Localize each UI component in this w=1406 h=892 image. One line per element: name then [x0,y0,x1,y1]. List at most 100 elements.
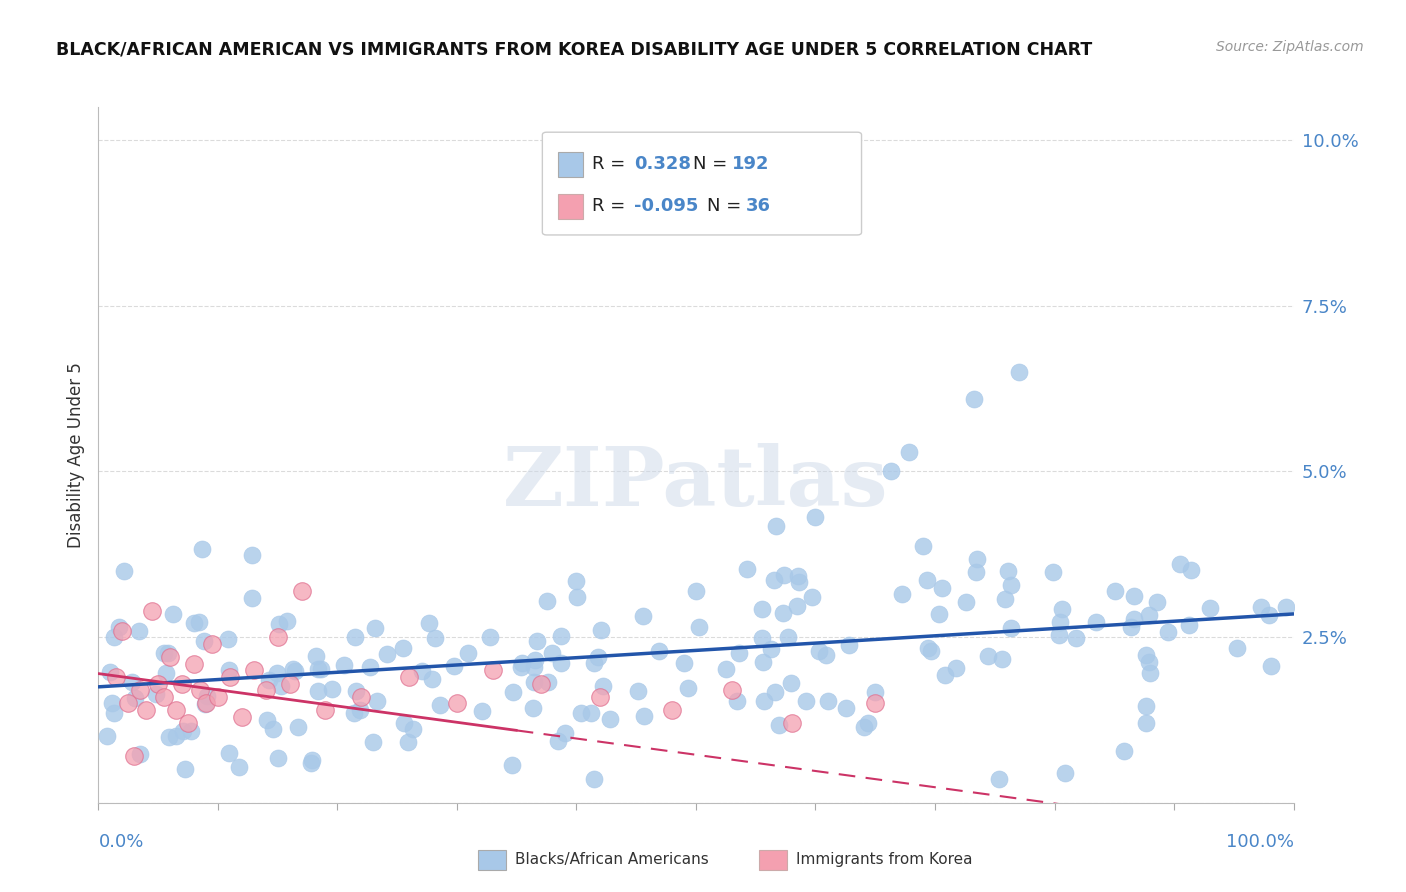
Point [1050,602,1073,616]
Point [589,690,612,704]
Point [135,703,157,717]
Point [411,664,433,678]
Point [1114,744,1136,758]
Point [242,591,264,606]
Point [359,659,381,673]
Point [536,593,558,607]
Point [228,760,250,774]
Point [145,687,167,701]
Point [880,465,903,479]
Point [429,698,451,712]
Point [183,657,205,671]
Point [1137,607,1160,622]
Point [1000,621,1022,635]
Point [510,657,533,671]
Point [898,444,921,458]
Point [997,564,1019,578]
Point [349,703,371,717]
Point [772,567,794,582]
Point [661,703,683,717]
Point [141,604,163,618]
Point [350,690,373,704]
Point [523,660,546,674]
Text: Immigrants from Korea: Immigrants from Korea [796,853,973,867]
Point [1121,620,1143,634]
Point [281,662,304,676]
Point [1064,631,1087,645]
Point [291,583,314,598]
Point [267,630,290,644]
Point [759,642,782,657]
Point [728,646,751,660]
Point [583,657,606,671]
Point [1139,666,1161,681]
Point [599,712,621,726]
Point [751,601,773,615]
Point [673,656,696,670]
Point [917,573,939,587]
Text: 100.0%: 100.0% [1226,833,1294,851]
Point [148,676,170,690]
Text: Source: ZipAtlas.com: Source: ZipAtlas.com [1216,40,1364,54]
Point [676,681,699,695]
Point [152,646,174,660]
Point [96,730,118,744]
Point [153,690,176,704]
Point [218,746,240,760]
Point [267,751,290,765]
Point [765,519,787,533]
Point [284,664,307,678]
Point [157,731,180,745]
Point [547,734,569,748]
Point [550,657,572,671]
Point [375,647,398,661]
Point [108,619,131,633]
Point [725,694,748,708]
Point [112,564,135,578]
Point [1122,589,1144,603]
Point [398,670,420,684]
Point [550,628,572,642]
Text: N =: N = [707,197,741,215]
Point [231,709,253,723]
Point [1168,558,1191,572]
Point [270,679,292,693]
Point [1146,595,1168,609]
Point [174,762,197,776]
Point [219,670,242,684]
Point [794,694,817,708]
Point [366,694,388,708]
Point [111,624,134,638]
Point [714,662,737,676]
Point [565,574,588,588]
Point [190,541,212,556]
Text: N =: N = [693,155,727,173]
Point [128,624,150,639]
Point [955,595,977,609]
Point [129,683,152,698]
Text: 0.328: 0.328 [634,155,690,173]
Point [101,696,124,710]
Point [831,212,853,227]
Point [589,623,612,637]
Point [183,615,205,630]
Point [865,697,887,711]
Point [1122,612,1144,626]
Point [1258,607,1281,622]
Point [217,632,239,647]
Point [1049,615,1071,629]
Point [523,653,546,667]
Point [305,648,328,663]
Point [124,749,146,764]
Point [1042,565,1064,579]
Point [540,646,562,660]
Point [945,660,967,674]
Text: ZIPatlas: ZIPatlas [503,442,889,523]
Point [103,630,125,644]
Point [817,694,839,708]
Point [579,706,602,720]
Point [172,676,194,690]
Point [301,753,323,767]
Point [928,607,950,621]
Point [361,735,384,749]
